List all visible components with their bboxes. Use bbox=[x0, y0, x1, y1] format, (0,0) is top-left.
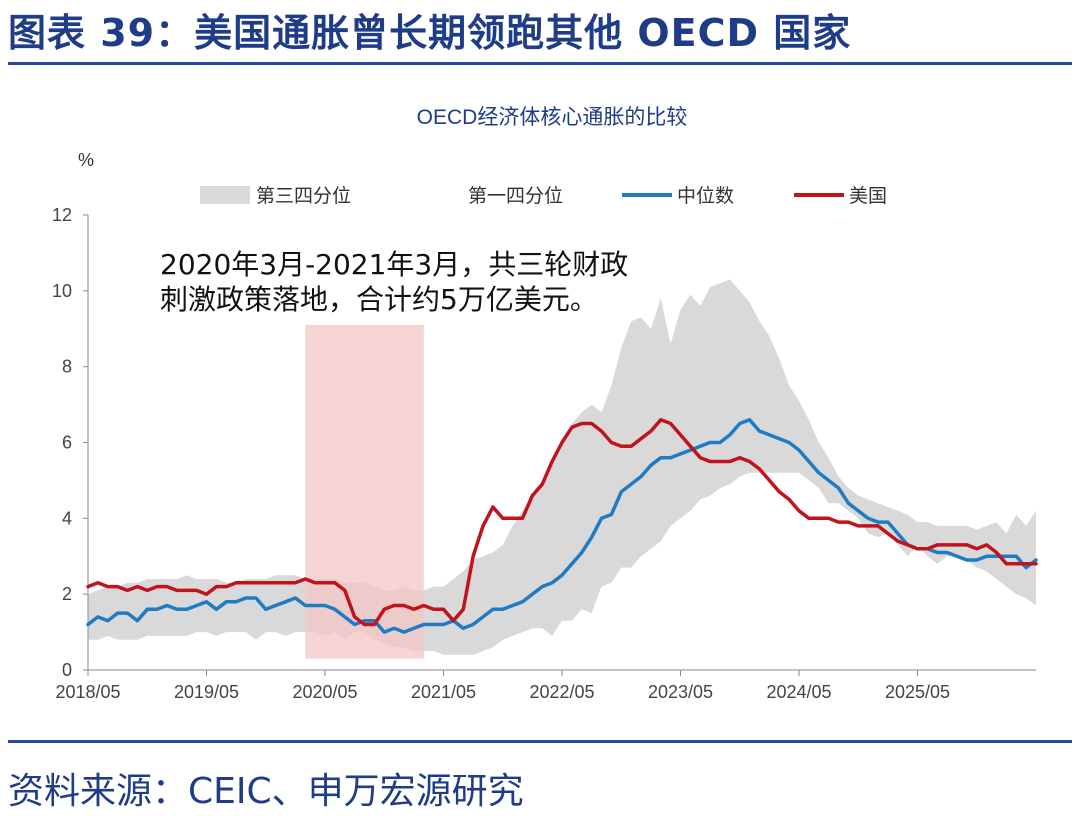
x-tick-label: 2025/05 bbox=[885, 682, 950, 702]
interquartile-band bbox=[88, 279, 1036, 655]
legend: 第三四分位 第一四分位 中位数 美国 bbox=[200, 185, 887, 207]
legend-item-q3: 第三四分位 bbox=[256, 185, 351, 207]
legend-swatch-band bbox=[200, 186, 250, 204]
annotation: 2020年3月-2021年3月，共三轮财政 刺激政策落地，合计约5万亿美元。 bbox=[160, 248, 628, 316]
legend-item-q1: 第一四分位 bbox=[468, 185, 563, 207]
y-tick-label: 0 bbox=[62, 660, 72, 680]
y-unit-label: % bbox=[78, 150, 94, 170]
y-tick-label: 2 bbox=[62, 584, 72, 604]
x-tick-label: 2019/05 bbox=[174, 682, 239, 702]
x-tick-label: 2024/05 bbox=[766, 682, 831, 702]
plot-area: 0 2 4 6 8 10 12 2018/05 2019/05 2020/05 2021/05 202… bbox=[52, 205, 1038, 702]
us-line bbox=[86, 418, 1038, 627]
top-rule bbox=[8, 62, 1072, 65]
y-tick-label: 10 bbox=[52, 281, 72, 301]
source-note: 资料来源：CEIC、申万宏源研究 bbox=[8, 771, 524, 812]
median-line bbox=[86, 418, 1038, 634]
y-tick-label: 8 bbox=[62, 357, 72, 377]
bottom-rule bbox=[8, 740, 1072, 743]
y-tick-label: 4 bbox=[62, 508, 72, 528]
annotation-line-1: 2020年3月-2021年3月，共三轮财政 bbox=[160, 248, 628, 281]
figure-title: 图表 39：美国通胀曾长期领跑其他 OECD 国家 bbox=[8, 11, 852, 55]
legend-item-us: 美国 bbox=[849, 185, 887, 207]
chart-title: OECD经济体核心通胀的比较 bbox=[417, 106, 688, 129]
y-tick-label: 12 bbox=[52, 205, 72, 225]
y-tick-label: 6 bbox=[62, 433, 72, 453]
legend-item-median: 中位数 bbox=[677, 185, 734, 207]
x-tick-label: 2018/05 bbox=[55, 682, 120, 702]
x-tick-label: 2022/05 bbox=[529, 682, 594, 702]
stimulus-period-shade bbox=[305, 325, 424, 659]
x-tick-label: 2020/05 bbox=[292, 682, 357, 702]
chart: OECD经济体核心通胀的比较 % 第三四分位 第一四分位 中位数 美国 2020年3月… bbox=[52, 106, 1038, 702]
annotation-line-2: 刺激政策落地，合计约5万亿美元。 bbox=[160, 283, 598, 316]
x-tick-label: 2023/05 bbox=[648, 682, 713, 702]
x-tick-label: 2021/05 bbox=[411, 682, 476, 702]
